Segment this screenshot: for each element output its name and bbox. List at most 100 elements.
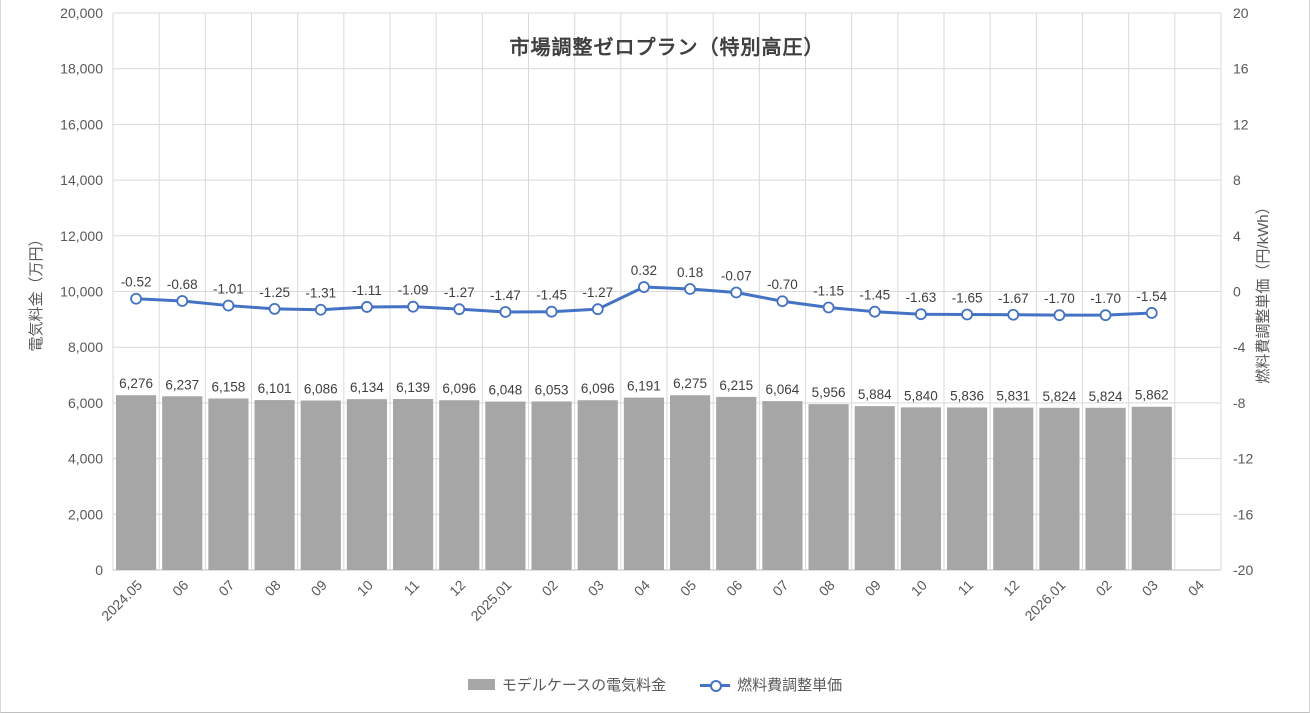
right-axis-title: 燃料費調整単価（円/kWh） [1254,199,1272,383]
x-axis-tick: 07 [215,577,237,599]
x-axis-tick: 12 [1000,577,1022,599]
left-axis-tick: 12,000 [60,228,103,244]
bar-data-label: 5,956 [812,385,846,400]
right-axis-tick: 12 [1233,116,1249,132]
bar-data-label: 5,831 [996,389,1030,404]
x-axis-tick: 11 [955,577,977,599]
line-marker [591,303,604,316]
bar [716,396,757,570]
bar-data-label: 6,139 [396,380,430,395]
line-data-label: -1.31 [305,286,336,301]
bar [393,399,434,570]
bar-data-label: 6,134 [350,380,384,395]
bar [208,398,249,570]
bar [162,396,203,570]
bar-data-label: 6,064 [766,382,800,397]
bar [300,400,341,570]
left-axis-tick: 6,000 [68,395,103,411]
bar [762,401,803,570]
legend-label: 燃料費調整単価 [737,677,843,694]
bar-data-label: 6,101 [258,381,292,396]
line-marker [915,308,927,321]
left-axis-tick: 0 [95,562,103,578]
line-marker [314,303,327,316]
line-marker [684,283,696,295]
line-data-label: -0.68 [167,277,198,292]
line-data-label: -0.07 [721,268,752,283]
x-axis-tick: 10 [908,577,930,599]
line-marker [822,301,835,314]
line-data-label: -1.67 [998,291,1029,306]
line-marker [176,295,189,307]
line-data-label: -1.27 [444,285,475,300]
x-axis-tick: 07 [769,577,791,599]
bar-data-label: 5,836 [950,388,984,403]
x-axis-tick: 08 [261,577,283,599]
line-data-label: -1.25 [259,285,290,300]
line-data-label: -0.52 [121,275,152,290]
bar [947,407,988,570]
bar [670,395,711,570]
x-axis-tick: 11 [401,577,423,599]
bar [623,397,664,570]
line-data-label: -1.01 [213,282,244,297]
line-series-swatch-icon [700,679,731,692]
line-data-label: -1.45 [859,288,890,303]
bar-series-swatch-icon [467,679,495,690]
line-marker [453,303,466,316]
bar [531,401,572,570]
legend-item: モデルケースの電気料金 [467,674,667,695]
bar [439,400,480,570]
line-data-label: -1.15 [813,284,844,299]
legend-item: 燃料費調整単価 [700,674,842,695]
line-data-label: 0.18 [677,265,703,280]
left-axis-tick: 20,000 [60,5,103,21]
chart-legend: モデルケースの電気料金 燃料費調整単価 [1,674,1309,695]
line-data-label: -1.70 [1090,291,1121,306]
line-marker [961,308,973,321]
line-marker [1053,309,1066,322]
bar-data-label: 6,276 [119,376,153,391]
line-marker [868,305,881,318]
left-axis-tick: 10,000 [60,284,103,300]
line-data-label: -1.27 [582,285,613,300]
x-axis-tick: 03 [1139,577,1161,599]
right-axis-tick: 0 [1233,284,1241,300]
line-marker [638,281,650,293]
left-axis-title: 電気料金（万円） [28,231,45,351]
bar [900,407,941,570]
line-marker [1099,309,1112,322]
x-axis-tick: 02 [538,577,560,599]
line-marker [130,292,142,305]
right-axis-tick: -8 [1233,395,1246,411]
line-data-label: -1.09 [398,283,429,298]
bar-data-label: 5,824 [1043,389,1077,404]
line-marker [730,286,743,299]
line-marker [499,306,512,318]
bar [254,400,295,570]
bar [577,400,618,570]
line-marker [268,303,281,315]
x-axis-tick: 12 [446,577,468,599]
right-axis-tick: 20 [1233,5,1249,21]
x-axis-tick: 03 [585,577,607,599]
bar-data-label: 6,086 [304,382,338,397]
bar-data-label: 5,840 [904,388,938,403]
line-data-label: -1.54 [1136,289,1167,304]
bar-data-label: 6,096 [581,381,615,396]
bar [116,395,157,570]
bar-data-label: 6,275 [673,376,707,391]
right-axis-tick: -16 [1233,506,1253,522]
line-data-label: -1.45 [536,288,567,303]
legend-label: モデルケースの電気料金 [501,677,667,694]
legend-marker-icon [710,679,723,692]
line-data-label: -1.65 [952,290,983,305]
left-axis-tick: 8,000 [68,339,103,355]
x-axis-tick: 04 [631,577,653,599]
x-axis-tick: 08 [815,577,837,599]
bar-data-label: 6,237 [165,377,199,392]
x-axis-tick: 10 [354,577,376,599]
x-axis-tick: 2024.05 [98,577,145,624]
line-marker [545,305,558,318]
